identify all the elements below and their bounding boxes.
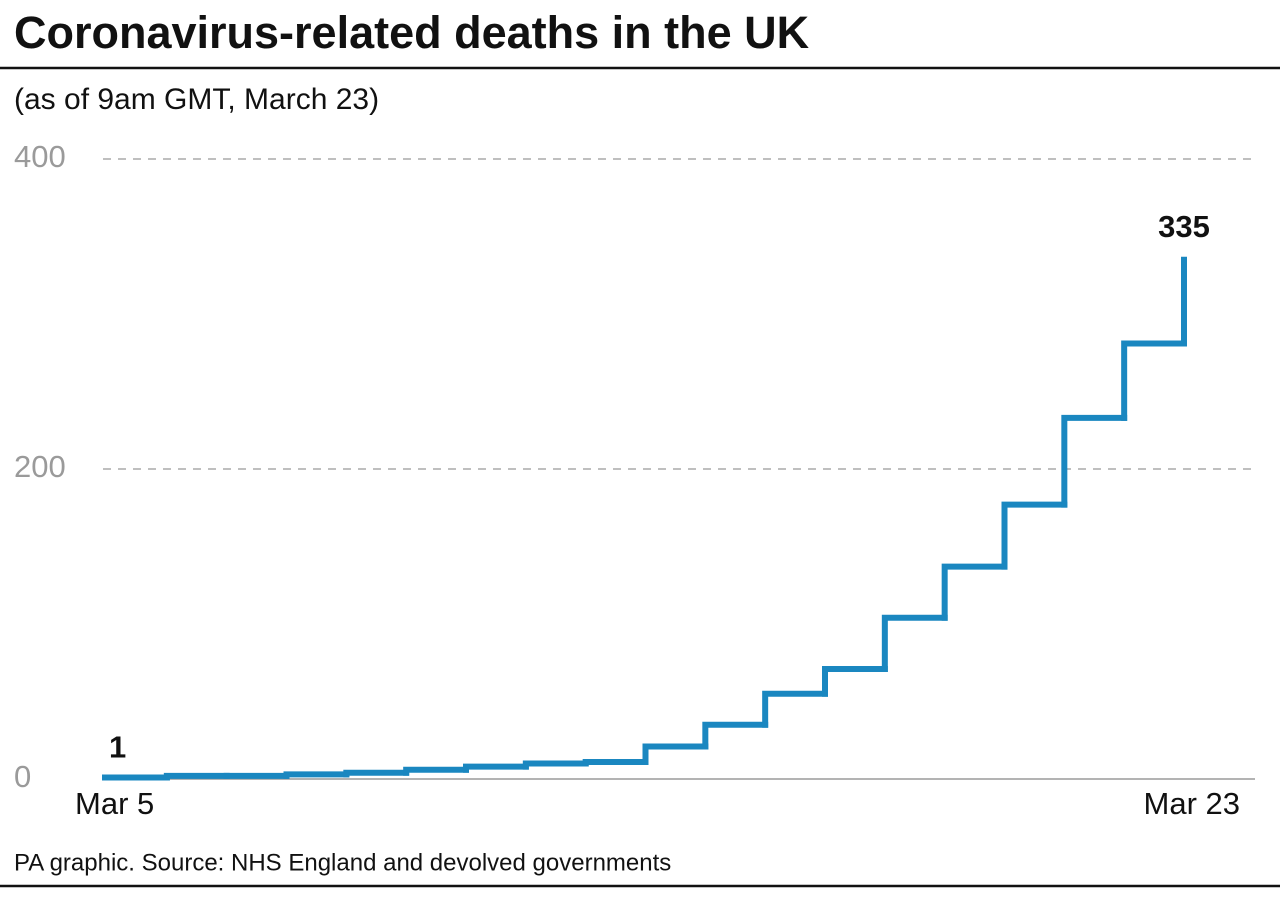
step-segment [822, 665, 888, 697]
step-segment [642, 743, 709, 765]
step-segment [343, 769, 410, 778]
data-label: 1 [109, 730, 126, 765]
step-segment [762, 690, 828, 728]
y-tick-label: 0 [14, 759, 31, 794]
step-segment [522, 760, 589, 770]
y-tick-label: 200 [14, 449, 66, 484]
step-segment [941, 563, 1008, 621]
step-segment [1061, 414, 1128, 508]
chart-title: Coronavirus-related deaths in the UK [14, 7, 810, 58]
step-segment [1121, 340, 1187, 421]
step-segment [283, 771, 350, 779]
step-segment [463, 763, 529, 773]
step-segment [1001, 501, 1068, 570]
step-segment [881, 614, 948, 672]
y-tick-label: 400 [14, 139, 66, 174]
data-label: 335 [1158, 209, 1210, 244]
step-segment [163, 772, 230, 781]
x-tick-label: Mar 23 [1144, 786, 1240, 821]
step-segment [403, 766, 469, 776]
step-segment [582, 758, 649, 767]
x-tick-label: Mar 5 [75, 786, 154, 821]
subtitle: (as of 9am GMT, March 23) [14, 83, 379, 116]
step-segment [702, 721, 769, 750]
source: PA graphic. Source: NHS England and devo… [14, 849, 671, 876]
